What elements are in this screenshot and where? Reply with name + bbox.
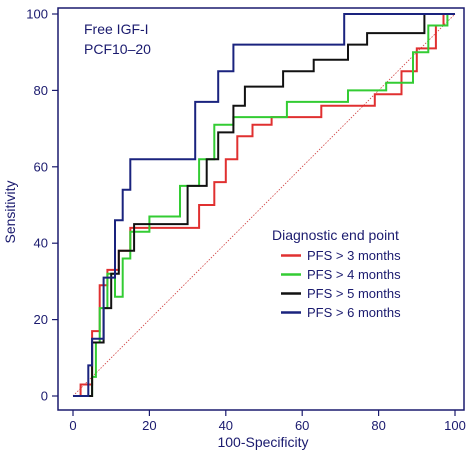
x-tick-label: 100	[444, 418, 466, 433]
y-tick-label: 20	[34, 312, 48, 327]
axis-ticks: 0 20 40 60 80 100 0 20 40 60 80 100	[26, 7, 466, 434]
annotation-line-2: PCF10–20	[84, 41, 151, 57]
legend-label-2: PFS > 4 months	[307, 267, 401, 282]
x-tick-label: 0	[69, 418, 76, 433]
y-tick-label: 40	[34, 236, 48, 251]
plot-frame	[57, 7, 465, 411]
legend-label-3: PFS > 5 months	[307, 286, 401, 301]
series-line-3	[73, 13, 455, 397]
series-line-4	[73, 13, 455, 397]
y-tick-label: 0	[41, 389, 48, 404]
y-tick-label: 100	[26, 7, 48, 22]
x-tick-label: 80	[371, 418, 385, 433]
legend-label-1: PFS > 3 months	[307, 248, 401, 263]
y-axis-label: Sensitivity	[2, 180, 18, 243]
legend-label-4: PFS > 6 months	[307, 305, 401, 320]
legend-title: Diagnostic end point	[272, 227, 399, 243]
y-tick-label: 80	[34, 83, 48, 98]
series-line-1	[73, 13, 455, 397]
y-tick-label: 60	[34, 159, 48, 174]
diagonal-reference-line	[72, 13, 456, 397]
x-tick-label: 40	[219, 418, 233, 433]
series-lines	[73, 13, 455, 397]
annotation-line-1: Free IGF-I	[84, 21, 149, 37]
x-axis-label: 100-Specificity	[217, 434, 308, 450]
x-tick-label: 60	[295, 418, 309, 433]
legend: Diagnostic end point PFS > 3 months PFS >…	[272, 227, 401, 320]
x-tick-label: 20	[142, 418, 156, 433]
